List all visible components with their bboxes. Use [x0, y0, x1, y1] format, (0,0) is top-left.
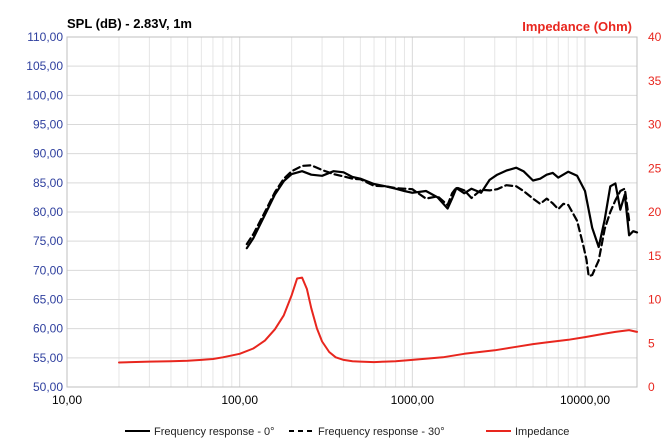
y-tick-label: 105,00: [26, 59, 63, 73]
y-tick-label: 75,00: [33, 234, 63, 248]
y2-tick-label: 15: [648, 249, 662, 263]
y2-tick-label: 40: [648, 30, 662, 44]
series-layer: [118, 164, 639, 364]
y-tick-label: 85,00: [33, 176, 63, 190]
y-tick-label: 50,00: [33, 380, 63, 394]
major-gridlines: [66, 36, 637, 388]
impedance-line: [118, 276, 638, 364]
y-tick-label: 60,00: [33, 322, 63, 336]
y2-tick-label: 35: [648, 74, 662, 88]
x-tick-label: 10000,00: [560, 393, 610, 407]
y2-tick-label: 20: [648, 205, 662, 219]
tick-labels: 10,00 100,00 1000,00 10000,00 50,00 55,00 60,0…: [26, 30, 661, 407]
x-tick-label: 10,00: [52, 393, 82, 407]
frequency-response-0-line: [245, 166, 639, 250]
y-tick-label: 80,00: [33, 205, 63, 219]
y-tick-label: 90,00: [33, 147, 63, 161]
y-tick-label: 55,00: [33, 351, 63, 365]
y-tick-label: 95,00: [33, 118, 63, 132]
legend-label-frequency-30: Frequency response - 30°: [318, 426, 445, 438]
legend-label-frequency-0: Frequency response - 0°: [154, 426, 275, 438]
y-tick-label: 100,00: [26, 88, 63, 102]
y2-tick-label: 25: [648, 161, 662, 175]
y2-tick-label: 10: [648, 293, 662, 307]
legend-label-impedance: Impedance: [515, 426, 569, 438]
y-tick-label: 110,00: [27, 30, 63, 44]
y-tick-label: 70,00: [33, 263, 63, 277]
left-axis-title: SPL (dB) - 2.83V, 1m: [67, 16, 192, 31]
y2-tick-label: 0: [648, 380, 655, 394]
y2-tick-label: 5: [648, 336, 655, 350]
right-axis-title: Impedance (Ohm): [522, 19, 632, 34]
x-tick-label: 100,00: [221, 393, 258, 407]
x-tick-label: 1000,00: [391, 393, 435, 407]
legend: Frequency response - 0° Frequency respon…: [125, 426, 569, 438]
y-tick-label: 65,00: [33, 293, 63, 307]
y2-tick-label: 30: [648, 118, 662, 132]
plot-area-frame: [66, 36, 638, 388]
frequency-response-30-line: [245, 164, 631, 278]
